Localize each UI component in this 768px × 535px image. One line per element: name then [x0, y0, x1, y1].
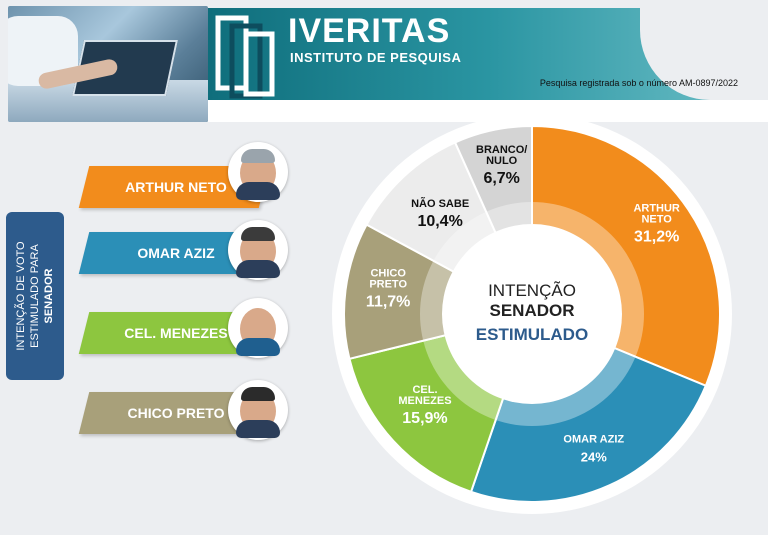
- candidate-name-omar-aziz: OMAR AZIZ: [137, 245, 215, 261]
- pie-chart-svg: ARTHUR NETO 31,2% OMAR AZIZ 24% CEL. MENEZES 15…: [332, 114, 732, 514]
- slice-label: OMAR AZIZ: [563, 434, 624, 446]
- pie-chart: ARTHUR NETO 31,2% OMAR AZIZ 24% CEL. MENEZES 15…: [328, 104, 740, 524]
- avatar-cel-menezes: [228, 298, 288, 358]
- slice-label: NÃO SABE: [411, 197, 469, 210]
- side-label: INTENÇÃO DE VOTO ESTIMULADO PARA SENADOR: [6, 212, 64, 380]
- side-label-line1: INTENÇÃO DE VOTO: [15, 241, 27, 351]
- avatar-omar-aziz: [228, 220, 288, 280]
- pie-center: [442, 224, 622, 404]
- header-photo: [8, 6, 208, 122]
- brand-name: IVERITAS: [288, 12, 451, 50]
- slice-label: BRANCO/NULO: [476, 144, 527, 167]
- side-label-line2: ESTIMULADO PARA: [29, 244, 41, 348]
- slice-label: ARTHUR NETO: [633, 203, 679, 226]
- side-label-line3: SENADOR: [43, 268, 55, 324]
- header: IVERITAS INSTITUTO DE PESQUISA Pesquisa …: [0, 0, 768, 128]
- registration-note: Pesquisa registrada sob o número AM-0897…: [539, 78, 738, 88]
- avatar-arthur-neto: [228, 142, 288, 202]
- candidate-name-arthur-neto: ARTHUR NETO: [125, 179, 227, 195]
- candidate-name-cel-menezes: CEL. MENEZES: [124, 325, 228, 341]
- brand-subtitle: INSTITUTO DE PESQUISA: [290, 50, 462, 65]
- avatar-chico-preto: [228, 380, 288, 440]
- slice-value: 11,7%: [366, 294, 410, 311]
- center-line3: ESTIMULADO: [476, 325, 588, 344]
- center-line2: SENADOR: [489, 301, 574, 320]
- slice-value: 10,4%: [417, 213, 462, 230]
- slice-value: 15,9%: [402, 410, 447, 427]
- slice-value: 24%: [581, 450, 607, 465]
- slice-label: CEL. MENEZES: [398, 384, 451, 407]
- logo-icon: [215, 15, 275, 99]
- slice-value: 6,7%: [483, 170, 519, 187]
- candidate-name-chico-preto: CHICO PRETO: [127, 405, 225, 421]
- slice-value: 31,2%: [634, 229, 679, 246]
- slice-label: CHICO PRETO: [369, 268, 407, 291]
- center-line1: INTENÇÃO: [488, 281, 576, 300]
